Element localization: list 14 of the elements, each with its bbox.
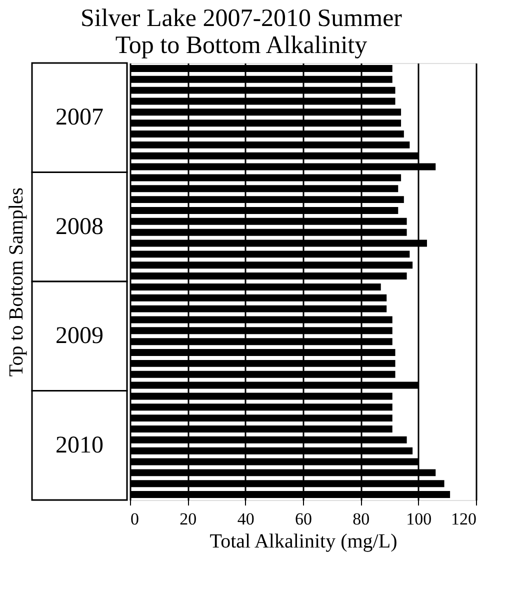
y-tick-label: 2010 [56,432,104,458]
x-tick-label: 60 [295,510,312,528]
y-tick-label: 2008 [56,214,104,240]
x-tick-label: 120 [451,510,476,528]
x-tick-label: 20 [180,510,197,528]
x-tick-label: 40 [237,510,254,528]
x-tick-label: 100 [406,510,432,528]
x-tick-label: 80 [352,510,370,528]
y-tick-label: 2007 [56,104,104,131]
y-axis-title: Top to Bottom Samples [6,187,28,377]
x-tick-label: 0 [130,510,139,528]
chart-title: Silver Lake 2007-2010 Summer Top to Bottom Alkalinity [80,4,403,59]
x-axis-title: Total Alkalinity (mg/L) [210,530,398,552]
y-tick-label: 2009 [56,323,104,350]
